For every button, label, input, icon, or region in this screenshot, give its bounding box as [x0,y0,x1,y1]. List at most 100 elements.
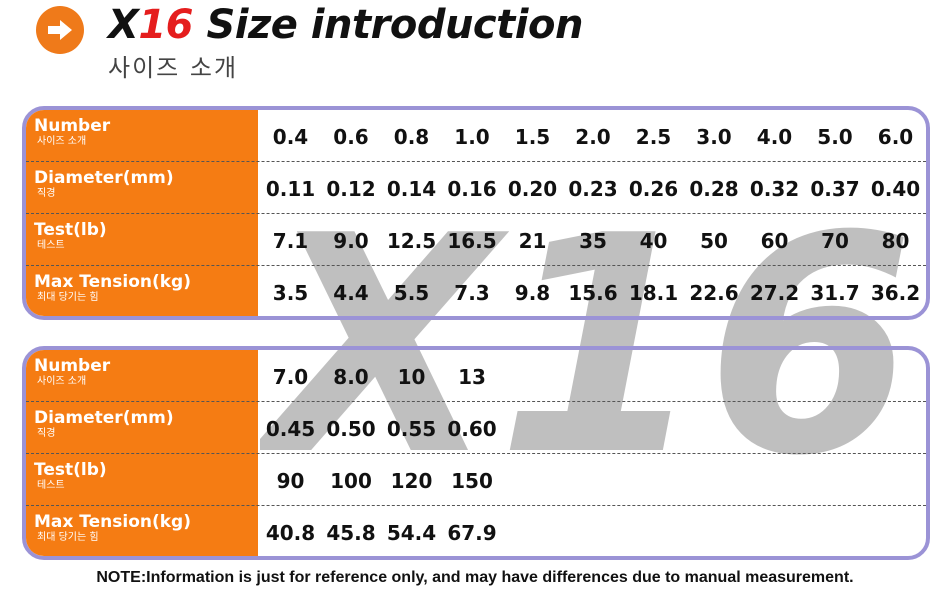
table-cell: 35 [579,229,607,253]
table-row: Max Tension(kg) 최대 당기는 힘 40.8 45.8 54.4 67.9 [26,506,926,556]
table-cell: 70 [821,229,849,253]
row-label-ko: 사이즈 소개 [37,136,87,147]
row-values: 0.45 0.50 0.55 0.60 [258,402,926,454]
table-cell: 0.40 [870,177,921,201]
table-cell: 16.5 [447,229,497,253]
table-row: Test(lb) 테스트 7.1 9.0 12.5 16.5 21 35 40 50 60 70 80 [26,214,926,266]
row-label-ko: 테스트 [37,240,65,251]
table-cell: 2.5 [635,125,672,149]
row-divider [26,401,926,402]
table-cell: 27.2 [749,281,800,305]
table-cell: 10 [397,365,426,389]
table-cell: 12.5 [386,229,437,253]
table-cell: 9.0 [333,229,369,253]
table-cell: 67.9 [447,521,497,545]
table-cell: 13 [458,365,486,389]
table-cell: 150 [451,469,493,493]
row-label-ko: 직경 [37,188,56,199]
table-cell: 6.0 [877,125,914,149]
table-row: Diameter(mm) 직경 0.11 0.12 0.14 0.16 0.20 0.23 0.… [26,162,926,214]
table-cell: 80 [881,229,910,253]
table-row: Max Tension(kg) 최대 당기는 힘 3.5 4.4 5.5 7.3 9.8 15… [26,266,926,316]
table-cell: 31.7 [810,281,860,305]
table-cell: 1.5 [514,125,551,149]
table-cell: 0.23 [568,177,618,201]
row-label-en: Number [34,116,111,136]
row-label-en: Test(lb) [34,220,107,240]
table-cell: 50 [700,229,728,253]
row-values: 40.8 45.8 54.4 67.9 [258,506,926,556]
table-row: Diameter(mm) 직경 0.45 0.50 0.55 0.60 [26,402,926,454]
table-cell: 0.11 [265,177,316,201]
row-values: 0.4 0.6 0.8 1.0 1.5 2.0 2.5 3.0 4.0 5.0 6.0 [258,110,926,162]
table-cell: 9.8 [514,281,551,305]
table-row: Number 사이즈 소개 7.0 8.0 10 13 [26,350,926,402]
table-cell: 45.8 [326,521,376,545]
row-divider [26,453,926,454]
table-cell: 0.50 [326,417,376,441]
table-cell: 0.55 [386,417,437,441]
row-values: 0.11 0.12 0.14 0.16 0.20 0.23 0.26 0.28 0.32 0.37… [258,162,926,214]
table-cell: 0.6 [333,125,369,149]
table-cell: 7.1 [272,229,309,253]
table-row: Test(lb) 테스트 90 100 120 150 [26,454,926,506]
table-cell: 0.20 [507,177,558,201]
table-cell: 40.8 [265,521,316,545]
size-table-2: Number 사이즈 소개 7.0 8.0 10 13 Diameter(mm) 직경 0.45… [22,346,930,560]
table-cell: 0.4 [272,125,309,149]
row-label: Number 사이즈 소개 [34,356,258,388]
size-table-1: Number 사이즈 소개 0.4 0.6 0.8 1.0 1.5 2.0 2.5 3.0 4.0 5… [22,106,930,320]
row-divider [26,213,926,214]
table-cell: 15.6 [568,281,618,305]
table-cell: 0.26 [628,177,679,201]
table-cell: 5.0 [817,125,853,149]
page-title: X16 Size introduction [108,2,583,48]
row-label-en: Number [34,356,111,376]
row-divider [26,161,926,162]
row-label-en: Max Tension(kg) [34,272,191,292]
table-cell: 0.16 [447,177,497,201]
row-label: Max Tension(kg) 최대 당기는 힘 [34,272,258,304]
row-label-en: Diameter(mm) [34,408,174,428]
row-label-en: Diameter(mm) [34,168,174,188]
row-label-ko: 직경 [37,428,56,439]
row-label-en: Max Tension(kg) [34,512,191,532]
table-cell: 8.0 [333,365,369,389]
table-cell: 0.60 [447,417,497,441]
page-subtitle: 사이즈 소개 [108,54,239,82]
row-label: Max Tension(kg) 최대 당기는 힘 [34,512,258,544]
table-cell: 0.8 [393,125,430,149]
arrow-right-icon [36,6,84,54]
table-cell: 22.6 [689,281,739,305]
row-label-ko: 사이즈 소개 [37,376,87,387]
table-cell: 3.5 [272,281,309,305]
table-cell: 60 [760,229,789,253]
row-divider [26,265,926,266]
table-cell: 7.3 [454,281,490,305]
table-cell: 0.14 [386,177,437,201]
row-values: 3.5 4.4 5.5 7.3 9.8 15.6 18.1 22.6 27.2 31.7 36.2 [258,266,926,316]
row-label: Diameter(mm) 직경 [34,168,258,200]
table-cell: 18.1 [628,281,679,305]
table-cell: 90 [276,469,305,493]
row-label-ko: 최대 당기는 힘 [37,532,99,543]
table-cell: 40 [639,229,668,253]
disclaimer-note: NOTE:Information is just for reference o… [96,569,854,586]
table-cell: 0.12 [326,177,376,201]
table-cell: 0.45 [265,417,316,441]
table-row: Number 사이즈 소개 0.4 0.6 0.8 1.0 1.5 2.0 2.5 3.0 4.0 5… [26,110,926,162]
table-cell: 0.32 [749,177,800,201]
row-values: 7.0 8.0 10 13 [258,350,926,402]
row-label-en: Test(lb) [34,460,107,480]
table-cell: 100 [330,469,372,493]
row-label: Test(lb) 테스트 [34,460,258,492]
title-suffix: Size introduction [193,2,583,48]
table-cell: 7.0 [272,365,309,389]
row-label-ko: 최대 당기는 힘 [37,292,99,303]
row-label-ko: 테스트 [37,480,65,491]
table-cell: 36.2 [870,281,921,305]
title-number: 16 [138,2,194,48]
row-values: 7.1 9.0 12.5 16.5 21 35 40 50 60 70 80 [258,214,926,266]
table-cell: 3.0 [696,125,732,149]
table-cell: 0.37 [810,177,860,201]
